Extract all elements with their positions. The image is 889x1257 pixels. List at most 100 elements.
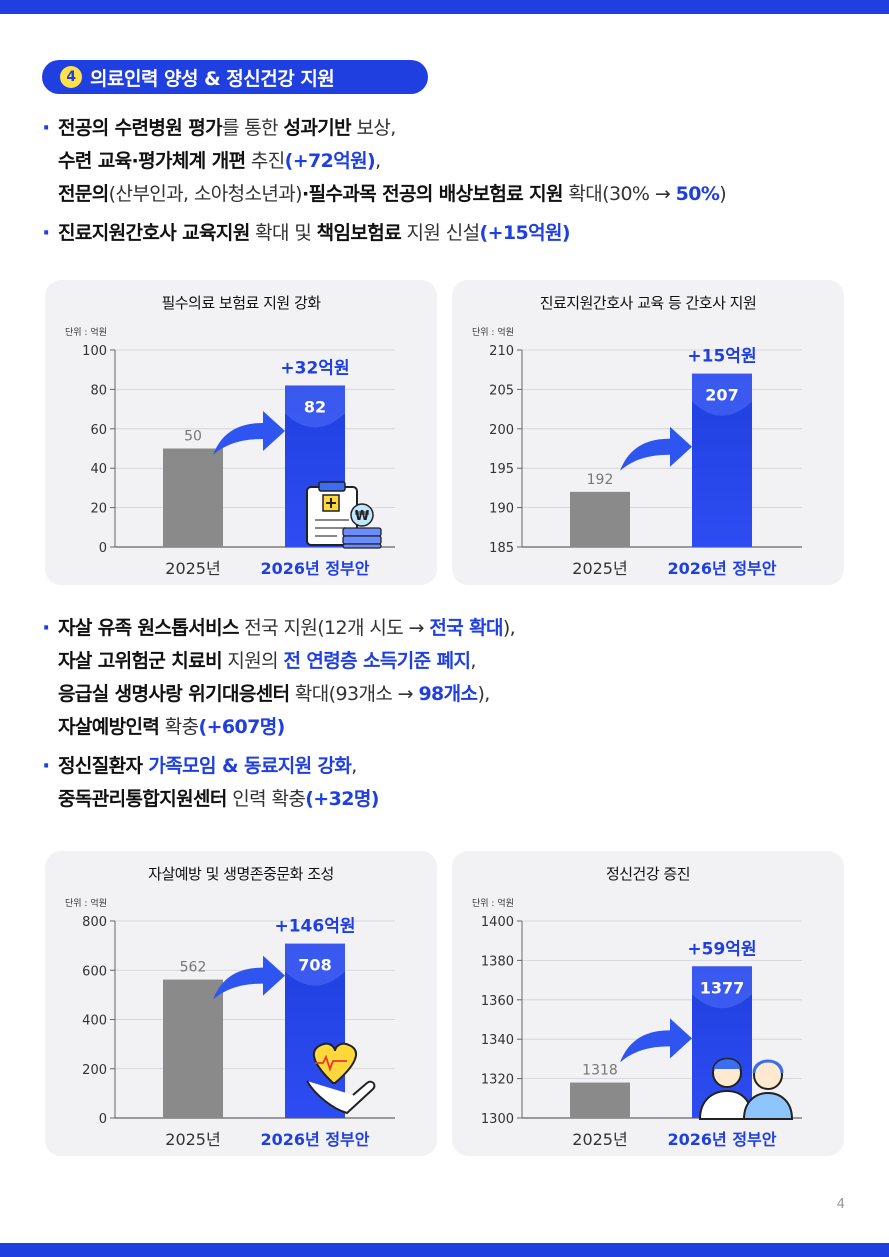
y-tick-label: 400: [82, 1014, 107, 1029]
text-segment: (+32명): [305, 788, 379, 810]
chart-title: 진료지원간호사 교육 등 간호사 지원: [539, 294, 757, 312]
bar-chart: 단위 : 억원 185 190 195 200 205 210 192 207 +15억원 2025…: [472, 326, 802, 578]
unit-label: 단위 : 억원: [65, 326, 107, 338]
bar-highlight: [692, 373, 752, 416]
text-segment: 수련 교육·평가체계 개편: [58, 150, 246, 172]
bullet-item: 진료지원간호사 교육지원 확대 및 책임보험료 지원 신설(+15억원): [42, 217, 872, 250]
bar-value-label: 82: [304, 397, 326, 416]
person-hair: [712, 1057, 742, 1070]
text-segment: ,: [470, 650, 476, 672]
increase-label: +59억원: [687, 939, 756, 959]
chart-title: 자살예방 및 생명존중문화 조성: [148, 865, 334, 883]
text-segment: 추진: [245, 150, 285, 172]
text-segment: (+15억원): [479, 222, 570, 244]
text-segment: 자살예방인력: [58, 716, 160, 738]
y-tick-label: 1400: [481, 915, 514, 930]
y-tick-label: 200: [489, 423, 514, 438]
increase-label: +15억원: [687, 347, 756, 367]
text-segment: 확대 및: [249, 222, 317, 244]
text-segment: 지원의: [221, 650, 284, 672]
text-segment: (+607명): [198, 716, 285, 738]
bar-highlight: [285, 385, 345, 428]
text-segment: 전국 확대: [429, 617, 503, 639]
bar-value-label: 207: [705, 386, 738, 405]
section-heading: 4 의료인력 양성 & 정신건강 지원: [42, 60, 428, 94]
bar-2026: [692, 373, 752, 547]
chart-card-1: 필수의료 보험료 지원 강화 단위 : 억원 0 20 40 60 80 100 50 82 +3…: [45, 280, 437, 585]
increase-arrow-icon: [213, 410, 285, 455]
text-segment: 책임보험료: [316, 222, 402, 244]
bar-value-label: 1318: [582, 1063, 618, 1079]
increase-label: +32억원: [280, 358, 349, 378]
text-segment: 지원 신설: [401, 222, 481, 244]
text-segment: 확충: [159, 716, 199, 738]
text-segment: 응급실 생명사랑 위기대응센터: [58, 683, 290, 705]
bullet-item: 정신질환자 가족모임 & 동료지원 강화,중독관리통합지원센터 인력 확충(+3…: [42, 750, 872, 816]
chart-title: 정신건강 증진: [605, 865, 691, 883]
y-tick-label: 60: [90, 423, 107, 438]
arrow-shape: [620, 426, 692, 471]
text-segment: 전공의 수련병원 평가: [58, 117, 223, 139]
bar-2025: [570, 1082, 630, 1118]
y-tick-label: 195: [489, 462, 514, 477]
section-title: 의료인력 양성 & 정신건강 지원: [90, 67, 335, 90]
bullet-line: 자살예방인력 확충(+607명): [58, 711, 872, 744]
won-coin: [350, 503, 374, 527]
chart-card-2: 진료지원간호사 교육 등 간호사 지원 단위 : 억원 185 190 195 200 2…: [452, 280, 844, 585]
y-tick-label: 600: [82, 964, 107, 979]
y-tick-label: 185: [489, 541, 514, 556]
y-tick-label: 800: [82, 915, 107, 930]
text-segment: ),: [502, 617, 516, 639]
bottom-accent-bar: [0, 1243, 889, 1257]
text-segment: 확대(93개소 →: [289, 683, 419, 705]
chart-title: 필수의료 보험료 지원 강화: [161, 294, 321, 312]
bar-2025: [570, 491, 630, 547]
text-segment: 50%: [675, 183, 720, 205]
category-label: 2026년 정부안: [668, 1130, 777, 1149]
y-tick-label: 1340: [481, 1033, 514, 1048]
y-tick-label: 200: [82, 1063, 107, 1078]
text-segment: 를 통한: [221, 117, 284, 139]
bar-value-label: 192: [587, 472, 614, 488]
unit-label: 단위 : 억원: [472, 897, 514, 909]
bullet-line: 자살 유족 원스톱서비스 전국 지원(12개 시도 → 전국 확대),: [58, 612, 872, 645]
chart-card-3: 자살예방 및 생명존중문화 조성 단위 : 억원 0 200 400 600 800 562…: [45, 851, 437, 1156]
clipboard-won-icon: ₩: [306, 481, 382, 549]
bullet-line: 전문의(산부인과, 소아청소년과)·필수과목 전공의 배상보험료 지원 확대(3…: [58, 178, 872, 211]
arrow-shape: [213, 410, 285, 455]
bullet-line: 응급실 생명사랑 위기대응센터 확대(93개소 → 98개소),: [58, 678, 872, 711]
text-segment: 가족모임 & 동료지원 강화: [148, 755, 352, 777]
bullet-line: 정신질환자 가족모임 & 동료지원 강화,: [58, 750, 872, 783]
text-segment: 성과기반: [283, 117, 352, 139]
text-segment: 전국 지원(12개 시도 →: [238, 617, 430, 639]
text-segment: 인력 확충: [226, 788, 306, 810]
person-body: [742, 1091, 794, 1120]
y-tick-label: 1380: [481, 954, 514, 969]
text-segment: ): [719, 183, 727, 205]
bar-chart: 단위 : 억원 0 200 400 600 800 562 708 +146억원 2025년 202…: [65, 897, 395, 1149]
increase-arrow-icon: [620, 1018, 692, 1063]
text-segment: 전문의: [58, 183, 109, 205]
bullet-list-middle: 자살 유족 원스톱서비스 전국 지원(12개 시도 → 전국 확대),자살 고위…: [42, 612, 872, 822]
bar-highlight: [285, 943, 345, 986]
category-label: 2025년: [572, 559, 627, 578]
bullet-line: 전공의 수련병원 평가를 통한 성과기반 보상,: [58, 112, 872, 145]
text-segment: (산부인과, 소아청소년과): [108, 183, 303, 205]
text-segment: ),: [477, 683, 490, 705]
chart-card-4: 정신건강 증진 단위 : 억원 1300 1320 1340 1360 1380 1400 1…: [452, 851, 844, 1156]
y-tick-label: 1360: [481, 994, 514, 1009]
won-symbol: ₩: [355, 509, 370, 524]
text-segment: (+72억원): [284, 150, 376, 172]
people-icon: [698, 1057, 794, 1120]
text-segment: 확대(30% →: [562, 183, 676, 205]
y-tick-label: 40: [90, 462, 107, 477]
hand: [306, 1080, 376, 1115]
coin-stack: [342, 527, 382, 537]
bar-value-label: 50: [184, 429, 202, 445]
unit-label: 단위 : 억원: [65, 897, 107, 909]
page-number: 4: [836, 1197, 845, 1212]
y-tick-label: 20: [90, 502, 107, 517]
headset: [752, 1059, 784, 1074]
top-accent-bar: [0, 0, 889, 14]
bullet-list-top: 전공의 수련병원 평가를 통한 성과기반 보상, 수련 교육·평가체계 개편 추진…: [42, 112, 872, 256]
